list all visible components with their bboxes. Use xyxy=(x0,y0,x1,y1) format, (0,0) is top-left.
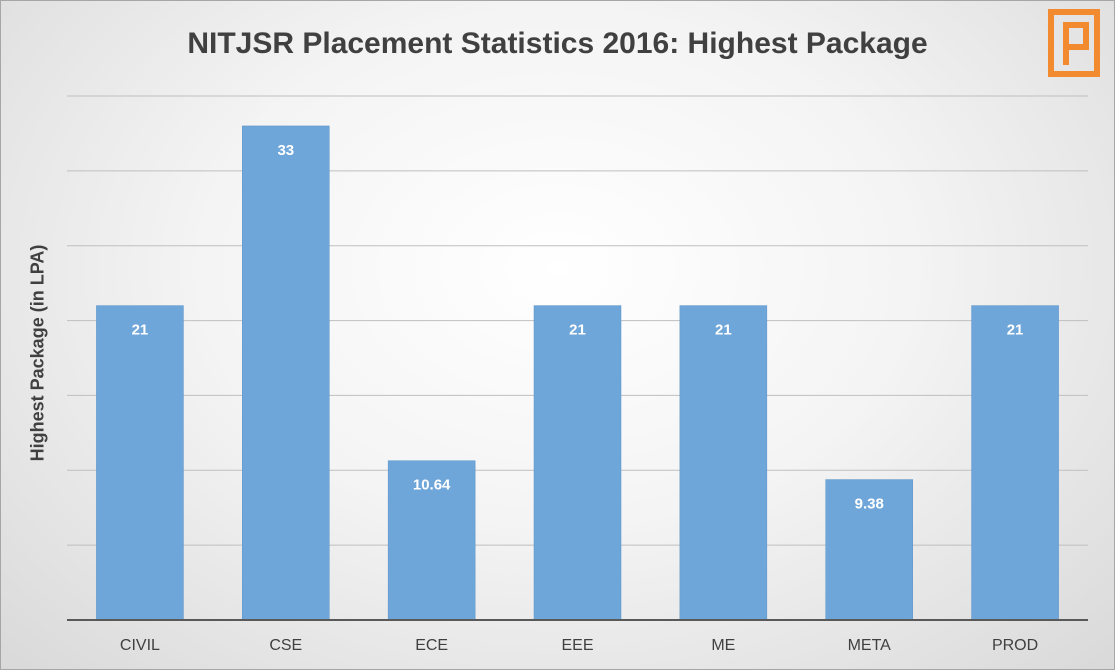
data-label: 21 xyxy=(569,322,586,339)
data-label: 21 xyxy=(132,322,149,339)
x-tick-label: CIVIL xyxy=(120,637,160,654)
x-tick-label: EEE xyxy=(561,637,593,654)
bar-civil xyxy=(96,305,184,621)
x-tick-label: META xyxy=(848,637,892,654)
data-label: 21 xyxy=(715,322,732,339)
data-label: 33 xyxy=(277,142,294,159)
data-label: 9.38 xyxy=(855,496,884,513)
bar-eee xyxy=(533,305,622,621)
bar-prod xyxy=(971,305,1059,621)
bar-cse xyxy=(242,125,330,621)
data-label: 21 xyxy=(1007,322,1024,339)
placement-logo-icon xyxy=(1048,9,1100,77)
data-label: 10.64 xyxy=(413,477,451,494)
x-tick-label: CSE xyxy=(269,637,302,654)
bar-meta xyxy=(825,479,913,621)
bar-ece xyxy=(387,460,476,621)
x-tick-label: ECE xyxy=(415,637,448,654)
chart-title: NITJSR Placement Statistics 2016: Highes… xyxy=(187,27,928,60)
x-tick-label: PROD xyxy=(992,637,1038,654)
x-tick-label: ME xyxy=(711,637,735,654)
bar-me xyxy=(679,305,768,621)
